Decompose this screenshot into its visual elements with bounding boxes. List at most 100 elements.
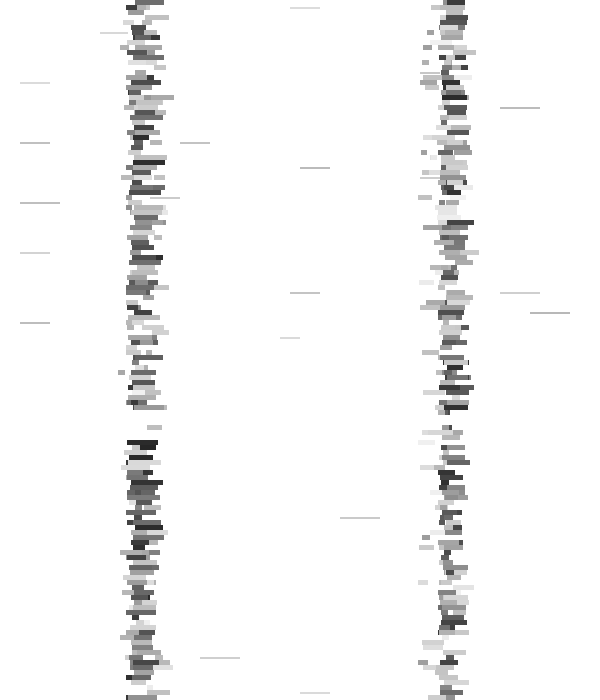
noise-bar (423, 225, 445, 230)
noise-bar (426, 300, 445, 305)
noise-bar (440, 660, 458, 665)
noise-bar (128, 630, 155, 635)
noise-bar (447, 445, 465, 450)
noise-bar (142, 5, 150, 10)
noise-bar (444, 515, 453, 520)
noise-bar (443, 650, 466, 655)
noise-bar (444, 245, 465, 250)
noise-bar (133, 135, 149, 140)
noise-bar (440, 5, 465, 10)
noise-bar (444, 160, 463, 165)
noise-bar (126, 85, 152, 90)
noise-bar (133, 665, 163, 670)
noise-bar (454, 45, 467, 50)
noise-bar (133, 105, 158, 110)
noise-bar (144, 505, 161, 510)
noise-bar (447, 625, 455, 630)
noise-bar (132, 245, 154, 250)
noise-bar (440, 600, 457, 605)
noise-bar (131, 640, 152, 645)
noise-bar (126, 300, 138, 305)
noise-bar (135, 525, 163, 530)
noise-bar (126, 510, 156, 515)
noise-bar (440, 175, 466, 180)
noise-bar (423, 45, 432, 50)
noise-bar (442, 340, 456, 345)
noise-bar (130, 570, 154, 575)
noise-bar (440, 515, 447, 520)
noise-bar (126, 285, 154, 290)
noise-bar (127, 440, 158, 445)
noise-speck (20, 202, 60, 204)
noise-bar (434, 240, 454, 245)
noise-bar (131, 595, 148, 600)
noise-bar (452, 395, 460, 400)
noise-bar (133, 55, 164, 60)
noise-speck (300, 692, 330, 694)
noise-bar (134, 125, 154, 130)
noise-bar (445, 570, 467, 575)
noise-bar (418, 580, 428, 585)
noise-bar (120, 45, 129, 50)
noise-bar (152, 660, 170, 665)
noise-bar (134, 155, 167, 160)
noise-bar (122, 590, 134, 595)
noise-bar (423, 390, 445, 395)
noise-bar (135, 365, 144, 370)
noise-bar (127, 235, 148, 240)
noise-bar (442, 615, 464, 620)
noise-bar (126, 610, 156, 615)
noise-bar (129, 500, 136, 505)
noise-bar (438, 500, 454, 505)
noise-bar (429, 170, 448, 175)
noise-bar (152, 220, 163, 225)
noise-bar (420, 80, 437, 85)
noise-bar (134, 310, 152, 315)
noise-bar (135, 35, 151, 40)
noise-bar (442, 635, 449, 640)
noise-bar (146, 350, 152, 355)
noise-bar (133, 545, 145, 550)
noise-bar (126, 165, 157, 170)
noise-bar (418, 195, 432, 200)
noise-bar (129, 655, 143, 660)
noise-bar (445, 30, 463, 35)
noise-bar (440, 25, 458, 30)
noise-bar (132, 615, 139, 620)
noise-bar (441, 155, 455, 160)
noise-bar (455, 260, 473, 265)
noise-bar (425, 85, 439, 90)
noise-speck (150, 197, 180, 199)
noise-bar (128, 315, 160, 320)
noise-bar (419, 545, 434, 550)
noise-bar (437, 215, 461, 220)
noise-bar (441, 490, 459, 495)
noise-bar (439, 485, 447, 490)
noise-bar (447, 300, 470, 305)
noise-speck (180, 142, 210, 144)
noise-bar (124, 105, 134, 110)
noise-bar (440, 20, 467, 25)
noise-speck (420, 177, 440, 179)
noise-bar (132, 360, 139, 365)
noise-bar (447, 365, 463, 370)
noise-bar (441, 325, 455, 330)
noise-bar (131, 240, 149, 245)
noise-bar (133, 535, 164, 540)
noise-bar (137, 650, 161, 655)
noise-bar (446, 55, 455, 60)
noise-bar (134, 215, 158, 220)
noise-speck (340, 517, 380, 519)
noise-bar (444, 105, 467, 110)
noise-bar (442, 510, 457, 515)
noise-speck (290, 7, 320, 9)
noise-bar (420, 305, 444, 310)
noise-bar (137, 5, 146, 10)
noise-bar (129, 455, 153, 460)
noise-bar (439, 280, 457, 285)
noise-bar (133, 660, 159, 665)
noise-bar (129, 375, 151, 380)
noise-bar (129, 190, 161, 195)
noise-bar (447, 110, 466, 115)
